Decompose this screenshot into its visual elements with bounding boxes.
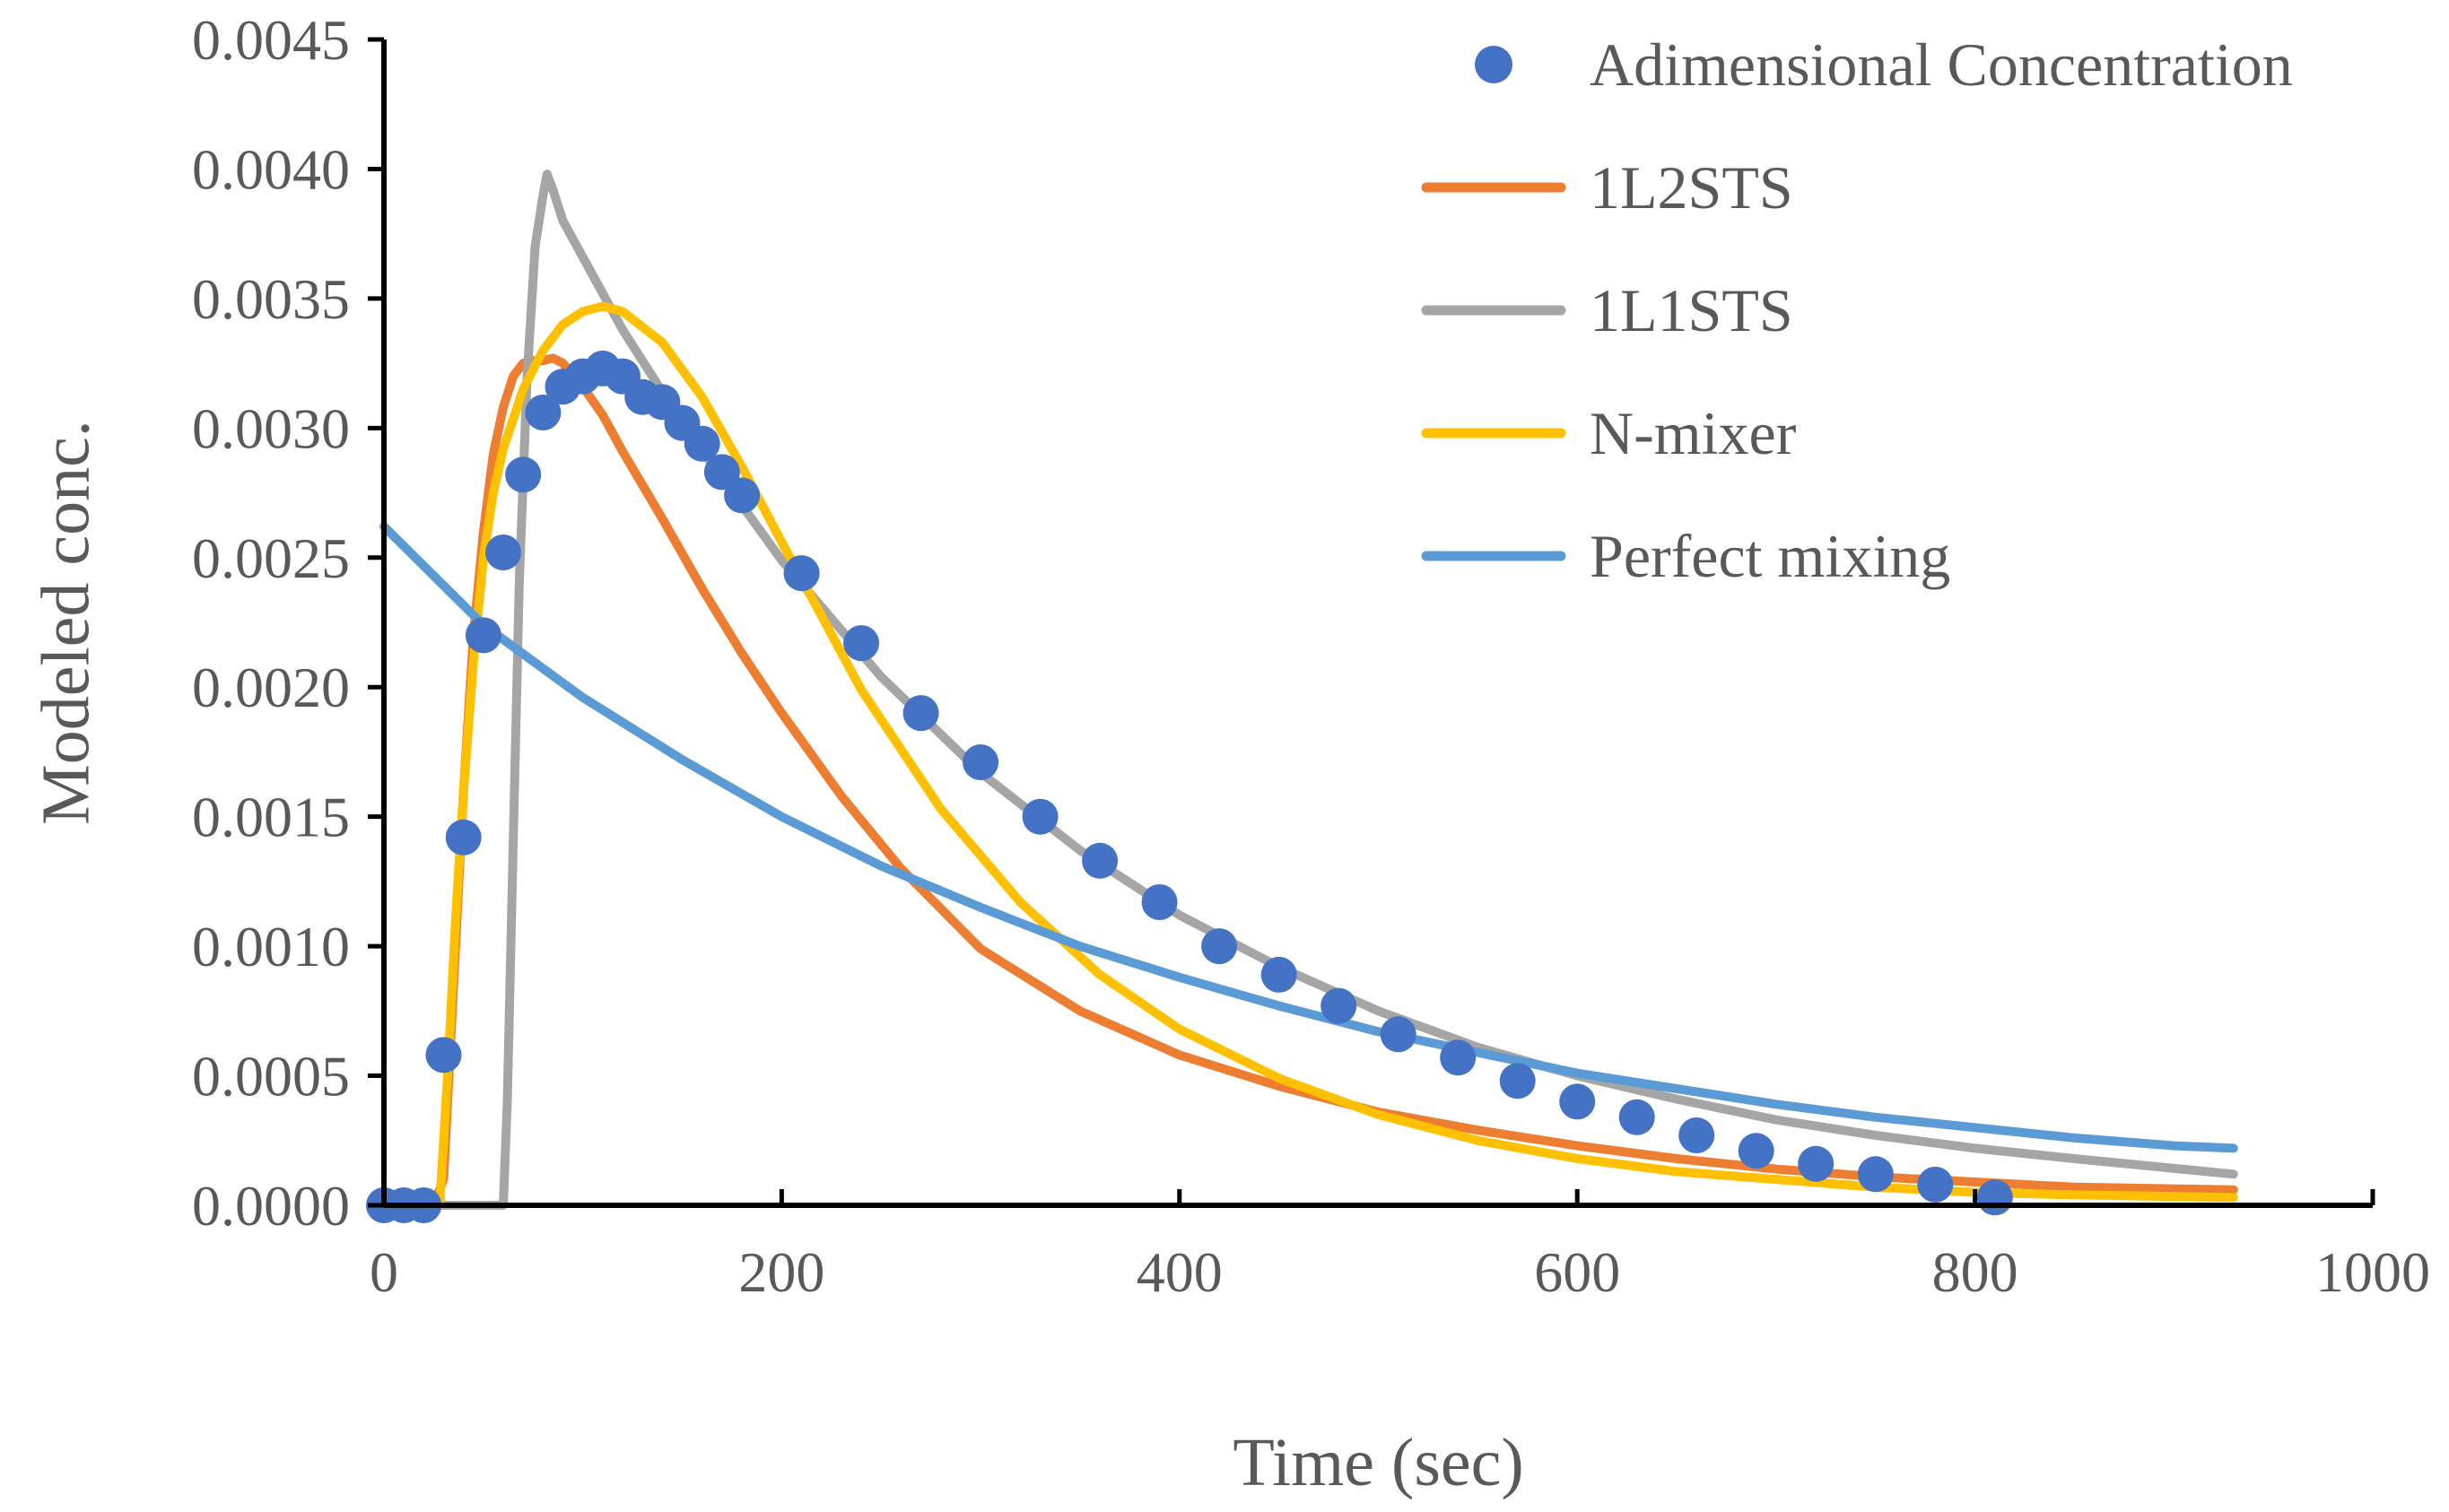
data-point <box>1917 1166 1954 1203</box>
y-tick-label: 0.0025 <box>192 526 350 590</box>
data-point <box>1022 798 1059 835</box>
y-tick-label: 0.0000 <box>192 1174 350 1238</box>
legend-label: N-mixer <box>1590 399 1797 467</box>
data-point <box>505 456 542 493</box>
y-tick-label: 0.0030 <box>192 396 350 460</box>
x-tick-label: 600 <box>1534 1240 1620 1304</box>
y-tick-label: 0.0005 <box>192 1045 350 1108</box>
y-tick-label: 0.0040 <box>192 137 350 201</box>
data-point <box>525 395 562 430</box>
y-ticks: 0.0000 0.0005 0.0010 0.0015 0.0020 0.0025 0.00… <box>192 8 384 1238</box>
legend-label: Adimensional Concentration <box>1590 30 2293 99</box>
data-point <box>465 617 501 654</box>
x-tick-label: 400 <box>1137 1240 1223 1304</box>
data-point <box>703 454 740 491</box>
data-point <box>1499 1063 1536 1099</box>
data-point <box>1857 1156 1894 1193</box>
y-tick-label: 0.0035 <box>192 267 350 331</box>
data-point <box>485 534 521 570</box>
x-tick-label: 800 <box>1932 1240 2018 1304</box>
data-point <box>843 625 880 662</box>
legend-label: Perfect mixing <box>1590 522 1950 590</box>
y-tick-label: 0.0015 <box>192 786 350 849</box>
data-point <box>1082 842 1119 879</box>
data-point <box>902 695 939 732</box>
data-point <box>1440 1039 1477 1076</box>
data-point <box>963 744 999 780</box>
legend-label: 1L2STS <box>1590 153 1793 222</box>
data-point <box>425 1037 462 1073</box>
data-point <box>684 425 720 462</box>
data-point <box>1559 1083 1596 1120</box>
data-point <box>1320 987 1357 1024</box>
legend-label: 1L1STS <box>1590 276 1793 344</box>
y-axis-title: Modeled conc. <box>29 420 104 825</box>
x-tick-label: 0 <box>370 1240 398 1304</box>
x-axis-title: Time (sec) <box>1233 1425 1523 1500</box>
data-point <box>1201 928 1238 965</box>
data-point <box>1738 1133 1774 1169</box>
data-point <box>445 819 482 856</box>
y-tick-label: 0.0010 <box>192 915 350 978</box>
legend-marker-adimensional-concentration <box>1475 46 1512 83</box>
x-ticks: 0 200 400 600 800 1000 <box>370 1189 2430 1304</box>
series-line-perfect-mixing <box>379 522 2238 1153</box>
data-markers <box>366 350 2013 1223</box>
data-point <box>1976 1179 2013 1216</box>
x-tick-label: 1000 <box>2315 1240 2430 1304</box>
data-point <box>1678 1117 1715 1153</box>
data-point <box>1260 956 1297 993</box>
y-tick-label: 0.0045 <box>192 8 350 72</box>
data-point <box>1380 1016 1416 1053</box>
legend: Adimensional Concentration 1L2STS 1L1STS N-… <box>1421 30 2293 590</box>
data-point <box>783 555 820 592</box>
y-tick-label: 0.0020 <box>192 656 350 719</box>
axes <box>381 39 2373 1208</box>
series-line-1l2sts <box>379 353 2238 1210</box>
data-point <box>724 477 761 514</box>
series-line-1l1sts <box>379 169 2238 1210</box>
data-point <box>1798 1145 1835 1182</box>
data-point <box>1141 884 1178 920</box>
data-point <box>1618 1099 1655 1135</box>
series-line-n-mixer <box>379 301 2238 1210</box>
plot-series <box>379 169 2238 1210</box>
x-tick-label: 200 <box>738 1240 824 1304</box>
